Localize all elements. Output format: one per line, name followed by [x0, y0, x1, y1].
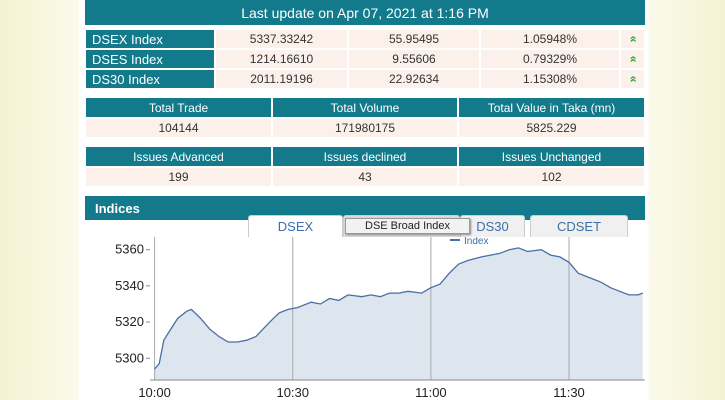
table-header: Issues Unchanged: [458, 146, 645, 167]
table-value: 5825.229: [458, 118, 645, 138]
tab[interactable]: DS30: [460, 215, 525, 237]
up-arrow: »: [620, 49, 645, 69]
tab[interactable]: CDSET: [530, 215, 628, 237]
index-change: 9.55606: [348, 49, 480, 69]
x-tick-label: 10:30: [276, 385, 309, 400]
index-value: 2011.19196: [215, 69, 348, 89]
index-percent: 0.79329%: [480, 49, 620, 69]
y-tick-label: 5300: [115, 350, 144, 365]
table-header: Issues Advanced: [85, 146, 272, 167]
index-change: 22.92634: [348, 69, 480, 89]
up-arrow: »: [620, 29, 645, 49]
y-tick-label: 5340: [115, 278, 144, 293]
legend-label: Index: [464, 236, 488, 247]
up-arrow: »: [620, 69, 645, 89]
index-name: DSES Index: [85, 49, 215, 69]
index-percent: 1.05948%: [480, 29, 620, 49]
index-change: 55.95495: [348, 29, 480, 49]
table-header: Total Volume: [272, 97, 458, 118]
index-name: DS30 Index: [85, 69, 215, 89]
table-header: Issues declined: [272, 146, 458, 167]
update-banner: Last update on Apr 07, 2021 at 1:16 PM: [85, 0, 645, 25]
area: [154, 247, 643, 380]
table-value: 171980175: [272, 118, 458, 138]
x-tick-label: 10:00: [138, 385, 171, 400]
table-header: Total Value in Taka (mn): [458, 97, 645, 118]
y-tick-label: 5360: [115, 242, 144, 257]
index-value: 1214.16610: [215, 49, 348, 69]
x-tick-label: 11:30: [553, 385, 585, 400]
y-tick-label: 5320: [115, 314, 144, 329]
index-name: DSEX Index: [85, 29, 215, 49]
index-value: 5337.33242: [215, 29, 348, 49]
chart: 10:00 10:30 11:00 11:30 5300 5320 5340 5360 Inde…: [115, 236, 645, 400]
table-value: 199: [85, 167, 272, 187]
table-header: Total Trade: [85, 97, 272, 118]
tooltip: DSE Broad Index: [345, 218, 470, 234]
index-percent: 1.15308%: [480, 69, 620, 89]
tab[interactable]: DSEX: [248, 215, 343, 237]
table-value: 102: [458, 167, 645, 187]
x-tick-label: 11:00: [415, 385, 447, 400]
table-value: 43: [272, 167, 458, 187]
line: [154, 247, 643, 370]
table-value: 104144: [85, 118, 272, 138]
